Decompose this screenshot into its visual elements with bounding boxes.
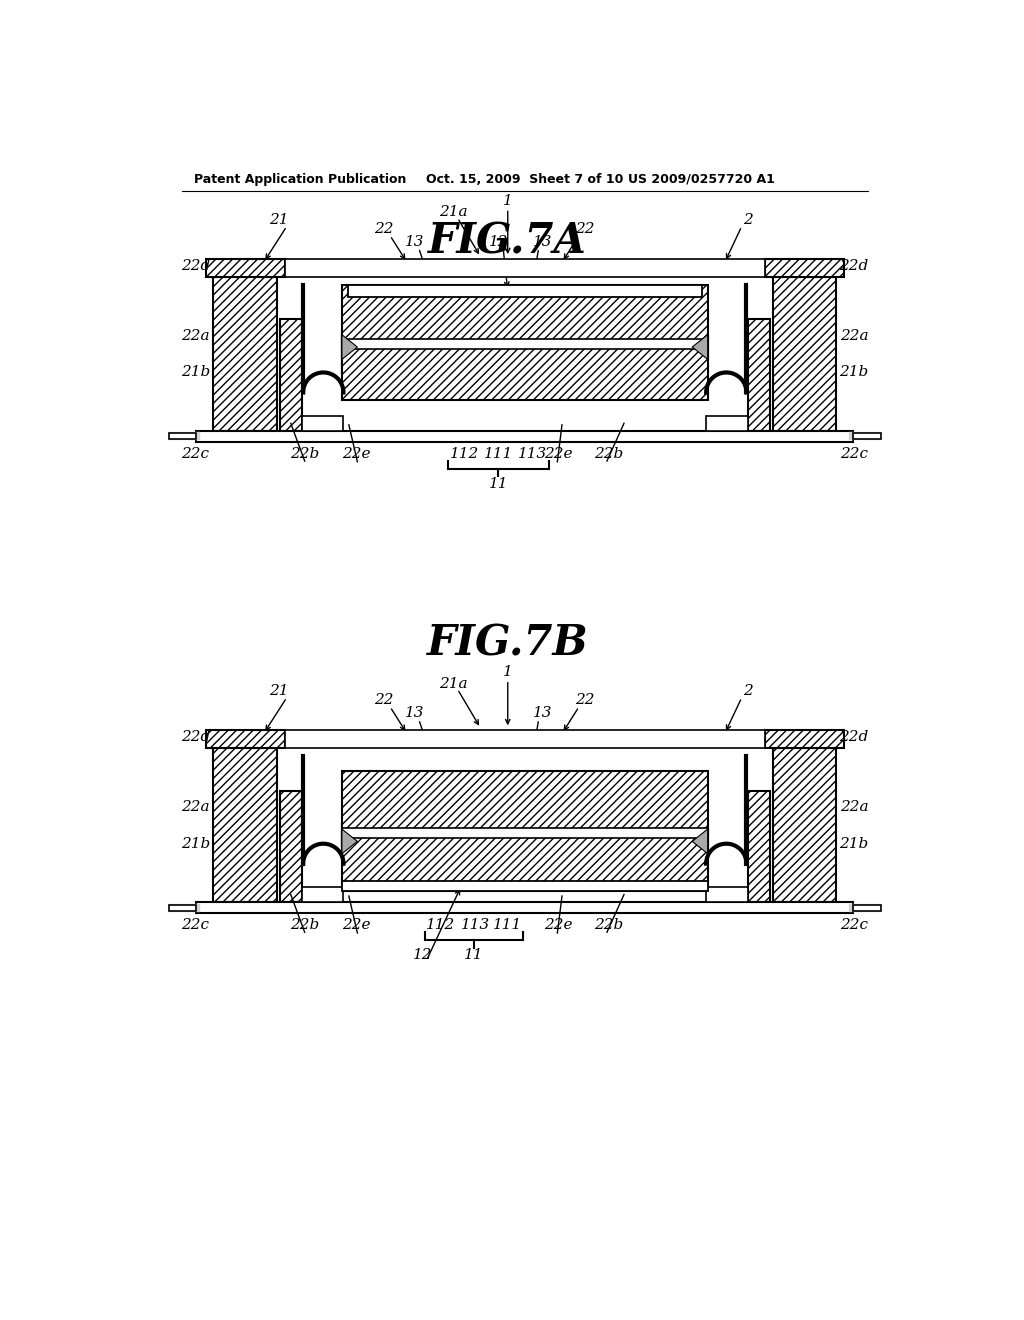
Polygon shape (342, 829, 357, 854)
Text: 21: 21 (269, 684, 289, 698)
Text: 21a: 21a (439, 206, 468, 219)
Text: 13: 13 (532, 235, 552, 248)
Text: 111: 111 (483, 447, 513, 461)
Text: 22d: 22d (181, 730, 210, 744)
Text: FIG.7A: FIG.7A (428, 220, 587, 263)
Text: 13: 13 (406, 235, 425, 248)
Bar (342, 285, 708, 400)
Bar (197, 430, 853, 442)
Text: 22a: 22a (181, 800, 210, 813)
Text: 22: 22 (374, 222, 393, 236)
Text: 21a: 21a (439, 677, 468, 690)
Text: 22b: 22b (290, 919, 319, 932)
Text: 21: 21 (269, 213, 289, 227)
Text: 22a: 22a (840, 800, 868, 813)
Bar (765, 730, 844, 748)
Bar (206, 730, 285, 748)
Bar (773, 748, 837, 903)
Text: 22b: 22b (290, 447, 319, 461)
Text: US 2009/0257720 A1: US 2009/0257720 A1 (628, 173, 775, 186)
Text: 13: 13 (532, 706, 552, 719)
Text: 22a: 22a (840, 329, 868, 342)
Text: 113: 113 (461, 919, 489, 932)
Bar (342, 880, 708, 891)
Text: 112: 112 (426, 919, 455, 932)
Bar (285, 730, 765, 748)
Bar (853, 904, 881, 911)
Text: 22: 22 (575, 693, 595, 708)
Text: Oct. 15, 2009  Sheet 7 of 10: Oct. 15, 2009 Sheet 7 of 10 (426, 173, 624, 186)
Text: 22c: 22c (181, 447, 210, 461)
Bar (773, 277, 837, 430)
Text: FIG.7B: FIG.7B (427, 623, 589, 664)
Text: 22b: 22b (594, 919, 624, 932)
Bar (197, 903, 853, 913)
Text: 22d: 22d (840, 259, 868, 273)
Bar (348, 285, 701, 297)
Text: 11: 11 (464, 948, 483, 962)
Text: 113: 113 (518, 447, 547, 461)
Text: 12: 12 (488, 235, 508, 248)
Bar (342, 829, 708, 838)
Bar (302, 416, 343, 430)
Text: 22a: 22a (181, 329, 210, 342)
Text: 2: 2 (743, 213, 753, 227)
Text: 12: 12 (413, 948, 432, 962)
Text: 22d: 22d (181, 259, 210, 273)
Text: 21b: 21b (840, 366, 868, 379)
Bar (280, 791, 302, 903)
Bar (280, 319, 302, 430)
Text: 22e: 22e (342, 447, 371, 461)
Text: 22e: 22e (342, 919, 371, 932)
Polygon shape (692, 829, 708, 854)
Bar (342, 339, 708, 348)
Text: 22: 22 (575, 222, 595, 236)
Bar (707, 416, 748, 430)
Polygon shape (692, 335, 708, 359)
Bar (213, 277, 276, 430)
Text: 22c: 22c (840, 919, 868, 932)
Bar (853, 433, 881, 440)
Bar (748, 791, 770, 903)
Bar (748, 319, 770, 430)
Text: Patent Application Publication: Patent Application Publication (194, 173, 407, 186)
Text: 21b: 21b (181, 837, 210, 850)
Text: 21b: 21b (181, 366, 210, 379)
Bar (285, 259, 765, 277)
Text: 22: 22 (374, 693, 393, 708)
Bar (302, 887, 343, 903)
Text: 22c: 22c (181, 919, 210, 932)
Text: 1: 1 (503, 665, 513, 678)
Bar (342, 771, 708, 891)
Bar (707, 887, 748, 903)
Text: 111: 111 (494, 919, 522, 932)
Text: 22e: 22e (544, 919, 572, 932)
Bar (169, 433, 197, 440)
Text: 112: 112 (450, 447, 479, 461)
Polygon shape (342, 335, 357, 359)
Bar (169, 904, 197, 911)
Bar (213, 748, 276, 903)
Text: 22d: 22d (840, 730, 868, 744)
Text: 22b: 22b (594, 447, 624, 461)
Bar (765, 259, 844, 277)
Bar (206, 259, 285, 277)
Text: 13: 13 (406, 706, 425, 719)
Text: 21b: 21b (840, 837, 868, 850)
Text: 1: 1 (503, 194, 513, 207)
Text: 22e: 22e (544, 447, 572, 461)
Text: 11: 11 (488, 477, 508, 491)
Text: 2: 2 (743, 684, 753, 698)
Text: 22c: 22c (840, 447, 868, 461)
